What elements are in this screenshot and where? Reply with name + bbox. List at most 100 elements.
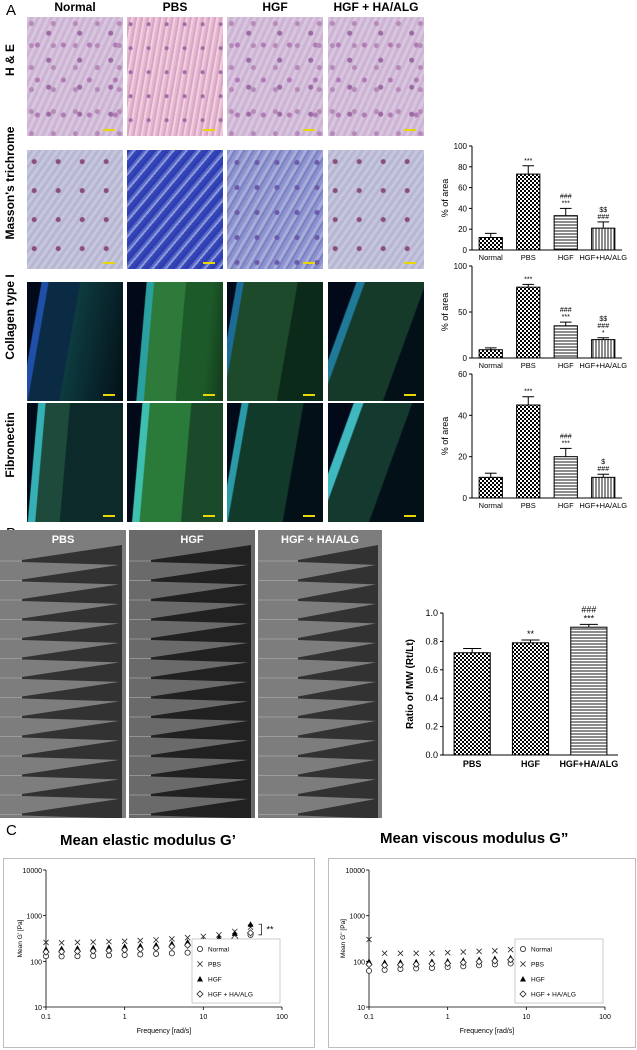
viscous-xtick-label-3: 100 [599,1014,611,1021]
masson-ytick-label-1: 20 [458,225,467,234]
elastic-point-0-8 [168,950,175,957]
elastic-point-1-4 [106,938,112,945]
collagen-ylabel: % of area [440,293,450,332]
mw-ytick-label-1: 0.2 [425,722,438,732]
mw-significance-2-0: ### [581,604,596,614]
elastic-point-3-8 [168,943,176,951]
elastic-xtick-label-0: 0.1 [41,1014,51,1021]
fibronectin-bar-1 [516,404,541,499]
masson-category-label-3: HGF+HA/ALG [579,253,627,262]
kymograph-band-0-0 [22,545,122,565]
collagen-significance-1-0: *** [524,276,532,283]
kymograph-band-2-6 [298,662,378,682]
elastic-point-0-9 [184,949,191,956]
elastic-point-1-7 [153,936,159,943]
kymograph-band-0-12 [22,779,122,799]
column-header-hgf-ha-alg: HGF + HA/ALG [333,0,419,14]
kymograph-hgf-ha-alg-title: HGF + HA/ALG [281,534,359,546]
kymograph-band-1-11 [151,759,251,780]
mw-significance-1-0: ** [527,629,535,639]
row-label-fibronectin: Fibronectin [3,412,17,478]
kymograph-pbs-pattern [0,545,122,818]
elastic-point-3-9 [184,941,192,949]
collagen-ytick-label-1: 50 [458,308,467,317]
fibronectin-category-label-0: Normal [479,501,504,510]
viscous-point-3-9 [507,956,515,964]
elastic-point-3-2 [73,947,82,955]
masson-bar-0 [478,237,503,251]
elastic-point-2-12 [231,930,238,936]
micrograph-fibronectin-hgf-ha-alg [328,403,424,522]
mw-bar-2 [570,626,608,756]
mw-category-label-1: HGF [521,759,541,769]
elastic-legend [191,938,281,1004]
kymograph-band-2-12 [298,779,378,799]
fibronectin-category-label-3: HGF+HA/ALG [579,501,627,510]
viscous-legend [514,938,604,1004]
kymograph-band-0-4 [22,623,122,643]
viscous-point-1-6 [460,949,467,955]
viscous-point-1-0 [366,936,372,943]
masson-significance-3-0: $$ [599,207,607,214]
elastic-point-3-13 [246,929,255,937]
kymograph-band-1-5 [151,642,251,663]
mw-ylabel: Ratio of MW (Rt/Lt) [405,639,416,729]
fibronectin-ylabel: % of area [440,417,450,456]
viscous-point-3-6 [459,958,467,967]
kymograph-band-0-3 [22,603,122,624]
row-label-masson: Masson's trichrome [3,126,17,240]
elastic-point-2-13 [247,921,254,927]
kymograph-band-1-12 [151,779,251,799]
viscous-ytick-label-3: 10000 [346,868,366,875]
viscous-point-3-3 [412,960,420,968]
viscous-point-0-0 [366,967,373,974]
elastic-ytick-label-0: 10 [34,1005,42,1012]
masson-ytick-label-2: 40 [458,204,467,213]
micrograph-he-hgf [227,17,323,136]
viscous-point-1-4 [429,950,435,957]
fibronectin-bar-0 [478,476,503,499]
kymograph-band-2-4 [298,623,378,643]
masson-category-label-0: Normal [479,253,504,262]
kymograph-band-1-0 [151,545,251,565]
elastic-xtick-label-1: 1 [123,1014,127,1021]
masson-ytick-label-3: 60 [458,184,467,193]
micrograph-fibronectin-normal [27,403,123,522]
collagen-bar-1 [516,286,541,359]
collagen-bar-2 [553,325,578,359]
kymograph-hgf-title: HGF [180,534,204,546]
masson-category-label-2: HGF [558,253,574,262]
elastic-legend-marker-3 [196,990,204,998]
masson-significance-3-1: ### [597,214,609,221]
kymograph-band-1-1 [151,564,251,585]
elastic-point-1-9 [184,934,191,941]
viscous-xlabel: Frequency [rad/s] [460,1028,515,1035]
collagen-bar-3 [591,339,616,359]
elastic-point-1-5 [121,938,128,945]
kymograph-band-0-6 [22,662,122,682]
kymograph-band-0-11 [22,759,122,780]
row-label-collagen: Collagen type I [3,274,17,360]
viscous-point-3-7 [475,958,483,966]
kymograph-band-0-2 [22,584,122,604]
viscous-point-1-8 [491,947,498,954]
viscous-point-1-3 [413,950,420,957]
viscous-point-3-2 [396,961,405,969]
viscous-point-3-4 [428,960,436,968]
collagen-significance-3-2: * [602,330,605,337]
elastic-ytick-label-3: 10000 [23,868,43,875]
fibronectin-significance-3-1: ### [597,466,609,473]
kymograph-band-1-13 [151,798,251,818]
viscous-point-1-9 [507,946,514,953]
masson-ylabel: % of area [440,179,450,218]
mw-ytick-label-2: 0.4 [425,693,438,703]
elastic-point-2-4 [105,944,112,950]
column-header-hgf: HGF [262,0,288,14]
mw-ytick-label-4: 0.8 [425,636,438,646]
micrograph-fibronectin-hgf [227,403,323,522]
row-label-he: H & E [3,44,17,77]
kymograph-band-2-0 [298,545,378,565]
panel-c-letter: C [6,822,17,839]
